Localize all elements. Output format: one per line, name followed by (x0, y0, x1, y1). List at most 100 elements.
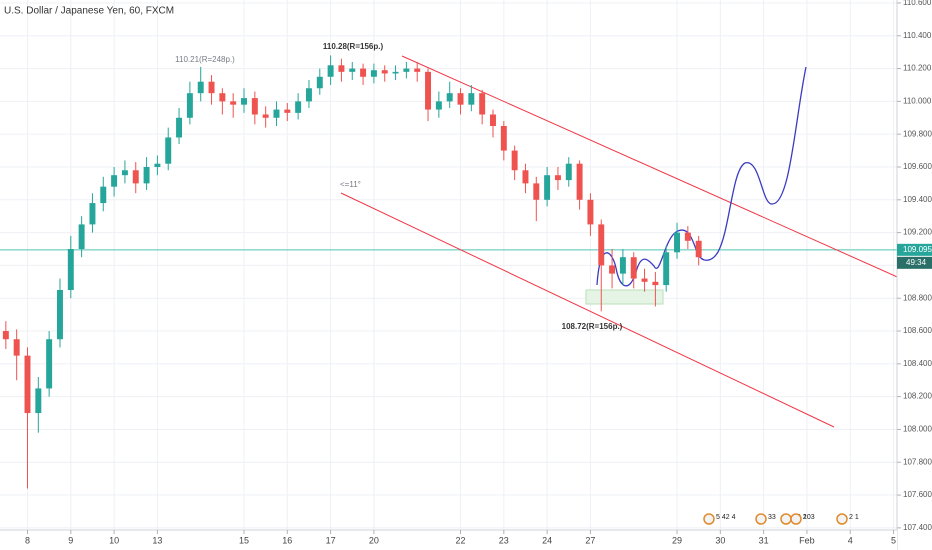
candle-body (230, 101, 237, 105)
candle-body (111, 175, 118, 187)
candle-body (251, 98, 258, 115)
annotation: 110.28(R=156p.) (323, 42, 384, 51)
x-tick-label: 29 (672, 535, 682, 545)
annotation: <=11° (340, 180, 361, 189)
candle-body (208, 81, 215, 94)
candle-body (360, 68, 367, 77)
candle-body (684, 232, 691, 241)
candle-body (468, 93, 475, 105)
candle-body (56, 290, 63, 340)
candle-body (35, 388, 42, 414)
candle-body (370, 70, 377, 77)
candle-body (349, 68, 356, 72)
y-tick-label: 110.000 (903, 96, 932, 105)
candle-body (641, 278, 648, 282)
x-tick-label: 4 (848, 535, 853, 545)
candle-body (674, 232, 681, 253)
candle-body (457, 93, 464, 105)
x-tick-label: 8 (25, 535, 30, 545)
candle-body (24, 355, 31, 414)
candle-body (554, 175, 561, 181)
candle-body (143, 166, 150, 184)
candle-body (165, 137, 172, 164)
candle-body (295, 101, 302, 113)
event-label: 5 42 4 (716, 514, 736, 521)
event-label: 103 (803, 514, 815, 521)
event-label: 33 (768, 514, 776, 521)
event-label: 2 1 (849, 514, 859, 521)
candle-body (197, 81, 204, 94)
candle-body (500, 125, 507, 151)
candle-body (2, 331, 9, 340)
candle-body (435, 101, 442, 110)
x-tick-label: 16 (282, 535, 292, 545)
y-tick-label: 107.400 (903, 523, 932, 532)
candle-body (446, 93, 453, 102)
trend-line (401, 55, 923, 289)
candle-body (565, 163, 572, 181)
x-tick-label: 10 (109, 535, 119, 545)
trend-line (340, 192, 835, 428)
candle-body (89, 203, 96, 225)
x-tick-label: 20 (369, 535, 379, 545)
candle-body (490, 114, 496, 126)
y-tick-label: 110.600 (903, 0, 932, 7)
candle-body (284, 109, 291, 113)
candle-body (176, 117, 183, 138)
x-tick-label: Feb (799, 535, 815, 545)
y-tick-label: 109.800 (903, 129, 932, 138)
y-tick-label: 108.200 (903, 392, 932, 401)
y-tick-label: 110.200 (903, 64, 932, 73)
candle-body (219, 93, 226, 102)
candle-body (630, 257, 637, 279)
candles (2, 55, 702, 489)
candle-body (13, 339, 20, 356)
candle-body (316, 76, 323, 89)
y-tick-label: 108.800 (903, 293, 932, 302)
x-tick-label: 13 (152, 535, 162, 545)
candle-body (598, 224, 605, 266)
y-tick-label: 109.200 (903, 228, 932, 237)
x-tick-label: 22 (456, 535, 466, 545)
y-tick-label: 110.400 (903, 31, 932, 40)
y-tick-label: 107.600 (903, 490, 932, 499)
x-tick-label: 17 (326, 535, 336, 545)
y-tick-label: 109.600 (903, 162, 932, 171)
candle-body (576, 163, 583, 200)
candle-body (511, 150, 518, 171)
chart-title: U.S. Dollar / Japanese Yen, 60, FXCM (4, 6, 174, 17)
zone-box (585, 289, 664, 305)
y-tick-label: 107.800 (903, 457, 932, 466)
candle-body (652, 281, 659, 286)
candle-body (67, 249, 74, 291)
candle-body (609, 265, 616, 274)
projection-curve (596, 66, 807, 287)
annotation: 110.21(R=248p.) (175, 55, 235, 64)
candle-body (479, 93, 486, 115)
annotation: 108.72(R=156p.) (562, 322, 623, 331)
candle-body (695, 240, 702, 258)
x-tick-label: 23 (499, 535, 509, 545)
x-tick-label: 31 (759, 535, 769, 545)
event-icon (780, 513, 792, 525)
candle-body (241, 98, 247, 105)
candle-body (403, 68, 410, 72)
candle-body (186, 93, 193, 118)
y-tick-label: 108.000 (903, 425, 932, 434)
candle-body (587, 199, 594, 225)
price-axis-panel (897, 0, 932, 550)
candle-body (544, 175, 551, 200)
candle-body (338, 65, 345, 72)
candle-body (533, 183, 540, 200)
last-price-tag (897, 243, 932, 256)
candle-body (425, 71, 432, 110)
candle-body (46, 339, 53, 389)
y-tick-label: 109.400 (903, 195, 932, 204)
x-tick-label: 27 (585, 535, 595, 545)
candle-body (522, 170, 529, 184)
candle-body (381, 70, 388, 74)
candle-body (619, 257, 626, 274)
